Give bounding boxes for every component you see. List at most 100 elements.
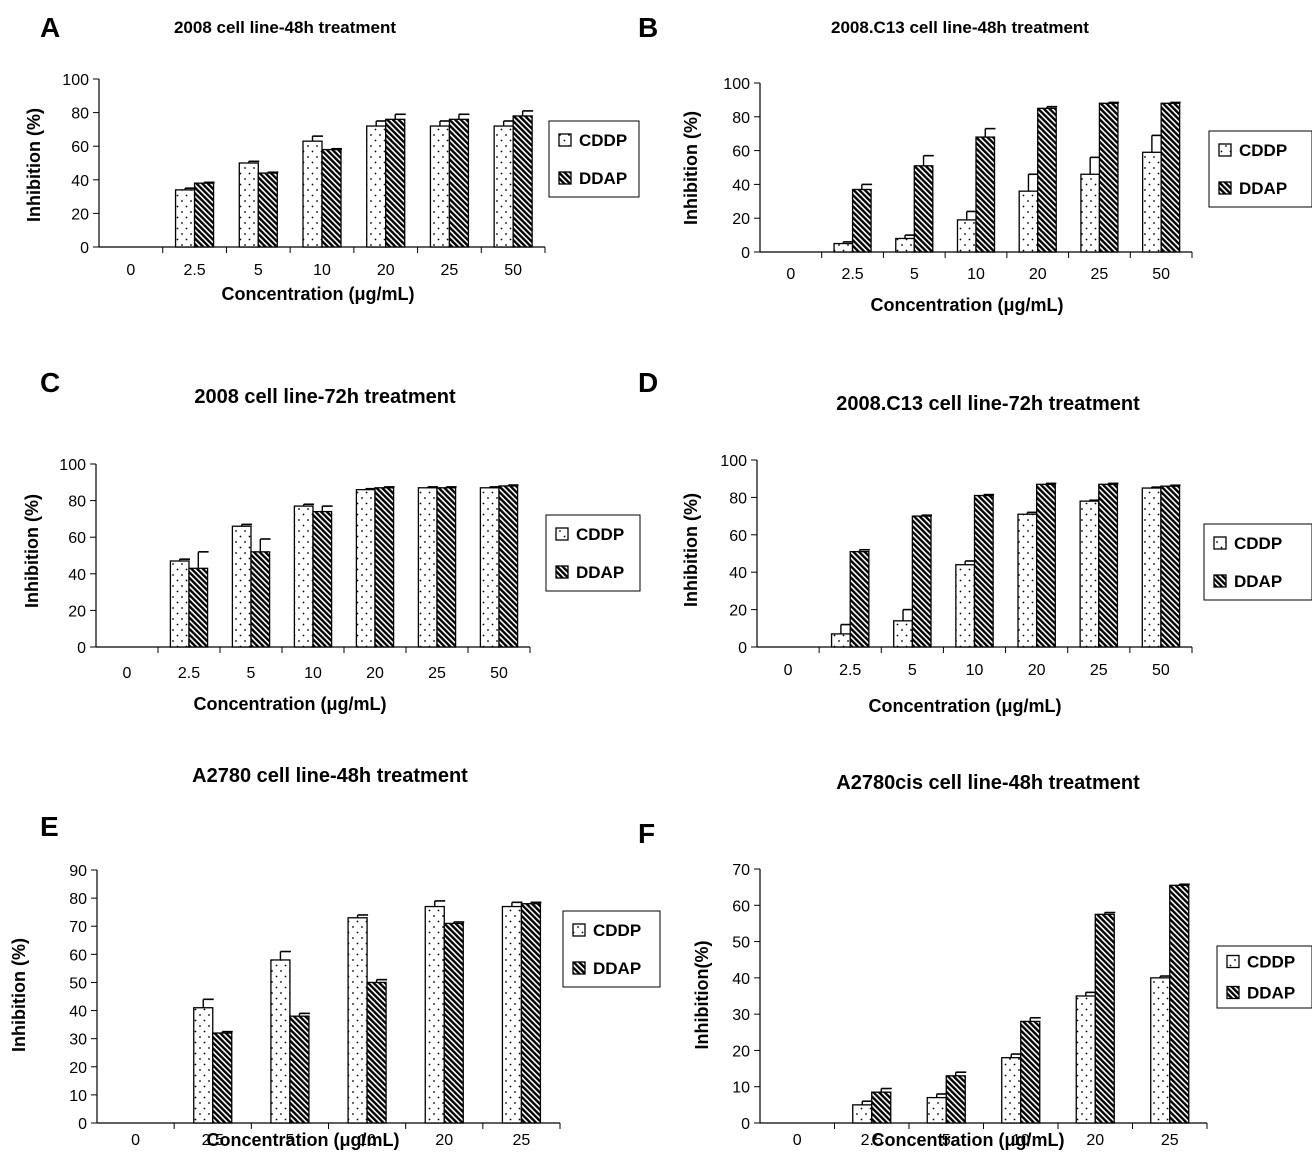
- x-tick-label: 5: [942, 1132, 951, 1149]
- panel-e-title: A2780 cell line-48h treatment: [192, 765, 468, 787]
- x-tick-label: 10: [313, 262, 331, 279]
- panel-f-y-label: Inhibition(%): [692, 941, 712, 1050]
- panel-a-x-label: Concentration (μg/mL): [222, 284, 415, 304]
- panel-a-legend: CDDP DDAP: [548, 120, 640, 198]
- bar-cddp: [424, 905, 445, 1124]
- x-tick-label: 5: [247, 665, 256, 682]
- bar-cddp: [174, 189, 196, 248]
- panel-c: C 2008 cell line-72h treatment 0 20 40 60 80 10…: [22, 367, 641, 714]
- bar-cddp: [956, 219, 977, 253]
- bar-ddap: [1035, 483, 1056, 648]
- bar-ddap: [1098, 483, 1119, 648]
- bar-ddap: [1160, 102, 1181, 253]
- panel-b-letter: B: [638, 12, 658, 43]
- y-tick-label: 0: [741, 1116, 750, 1133]
- bar-ddap: [1169, 884, 1190, 1124]
- bar-ddap: [975, 136, 996, 253]
- panel-c-letter: C: [40, 367, 60, 398]
- bar-ddap: [498, 485, 519, 648]
- y-tick-label: 0: [78, 1116, 87, 1133]
- panel-e: E A2780 cell line-48h treatment 0 10 20 30 40 5…: [9, 765, 661, 1150]
- panel-c-x-label: Concentration (μg/mL): [194, 694, 387, 714]
- bar-ddap: [1020, 1020, 1041, 1124]
- x-tick-label: 20: [435, 1132, 453, 1149]
- x-tick-label: 25: [1091, 266, 1109, 283]
- legend-label-ddap: DDAP: [1234, 572, 1282, 591]
- bar-cddp: [193, 1007, 214, 1124]
- bar-cddp: [417, 487, 438, 648]
- x-tick-label: 10: [1012, 1132, 1030, 1149]
- panel-f-legend: CDDP DDAP: [1216, 945, 1312, 1009]
- bar-cddp: [501, 905, 523, 1124]
- legend-swatch-ddap: [558, 171, 572, 185]
- bar-ddap: [312, 510, 333, 648]
- panel-f: F A2780cis cell line-48h treatment 0 10 20 30…: [638, 772, 1312, 1150]
- bar-ddap: [366, 981, 387, 1124]
- y-tick-label: 10: [732, 1080, 750, 1097]
- x-tick-label: 0: [784, 662, 793, 679]
- y-tick-label: 80: [68, 494, 86, 511]
- legend-swatch-ddap: [555, 565, 569, 579]
- y-tick-label: 70: [732, 862, 750, 879]
- bar-ddap: [911, 515, 932, 648]
- bar-cddp: [1017, 513, 1038, 648]
- panel-e-legend: CDDP DDAP: [562, 910, 661, 988]
- panel-e-y-label: Inhibition (%): [9, 938, 29, 1052]
- panel-f-x-label: Concentration (μg/mL): [872, 1130, 1065, 1150]
- bar-cddp: [238, 162, 259, 248]
- x-tick-label: 10: [304, 665, 322, 682]
- bar-ddap: [945, 1075, 966, 1124]
- panel-a-letter: A: [40, 12, 60, 43]
- y-tick-label: 20: [71, 206, 89, 223]
- legend-label-ddap: DDAP: [593, 959, 641, 978]
- x-tick-label: 10: [966, 662, 984, 679]
- y-tick-label: 60: [68, 530, 86, 547]
- legend-swatch-cddp: [1213, 536, 1227, 550]
- panel-f-letter: F: [638, 818, 655, 849]
- bar-cddp: [231, 525, 252, 648]
- panel-e-x-label: Concentration (μg/mL): [207, 1130, 400, 1150]
- panel-b: B 2008.C13 cell line-48h treatment 0 20 40 60…: [638, 12, 1312, 315]
- panel-b-x-label: Concentration (μg/mL): [871, 295, 1064, 315]
- bar-ddap: [374, 487, 395, 648]
- panel-d: D 2008.C13 cell line-72h treatment 0 20 40 60…: [638, 367, 1312, 716]
- bar-cddp: [1150, 977, 1171, 1124]
- panel-f-title: A2780cis cell line-48h treatment: [836, 772, 1140, 794]
- x-tick-label: 20: [1086, 1132, 1104, 1149]
- panel-c-title: 2008 cell line-72h treatment: [194, 386, 456, 408]
- legend-label-cddp: CDDP: [579, 131, 627, 150]
- x-tick-label: 0: [123, 665, 132, 682]
- y-tick-label: 60: [732, 898, 750, 915]
- bar-ddap: [520, 903, 542, 1124]
- bar-cddp: [895, 237, 915, 253]
- x-tick-label: 25: [1161, 1132, 1179, 1149]
- x-tick-label: 20: [366, 665, 384, 682]
- y-tick-label: 70: [69, 919, 87, 936]
- bar-cddp: [1141, 487, 1162, 648]
- x-tick-label: 25: [441, 262, 459, 279]
- bar-cddp: [852, 1104, 873, 1124]
- panel-a: A 2008 cell line-48h treatment 0 20 40 60 80 10…: [24, 12, 640, 304]
- bar-ddap: [913, 165, 934, 253]
- legend-label-ddap: DDAP: [1239, 179, 1287, 198]
- y-tick-label: 60: [729, 528, 747, 545]
- bar-ddap: [193, 182, 215, 248]
- bar-ddap: [212, 1032, 233, 1124]
- legend-label-ddap: DDAP: [579, 169, 627, 188]
- y-tick-label: 80: [729, 490, 747, 507]
- y-tick-label: 20: [69, 1060, 87, 1077]
- x-tick-label: 10: [967, 266, 985, 283]
- y-tick-label: 100: [720, 453, 747, 470]
- y-tick-label: 0: [77, 640, 86, 657]
- legend-label-cddp: CDDP: [1234, 534, 1282, 553]
- x-tick-label: 50: [490, 665, 508, 682]
- x-tick-label: 0: [793, 1132, 802, 1149]
- y-tick-label: 90: [69, 863, 87, 880]
- bar-cddp: [1079, 500, 1100, 648]
- bar-ddap: [851, 188, 872, 253]
- x-tick-label: 5: [908, 662, 917, 679]
- bar-ddap: [257, 172, 278, 248]
- bar-cddp: [830, 633, 851, 648]
- y-tick-label: 60: [732, 144, 750, 161]
- panel-a-y-label: Inhibition (%): [24, 108, 44, 222]
